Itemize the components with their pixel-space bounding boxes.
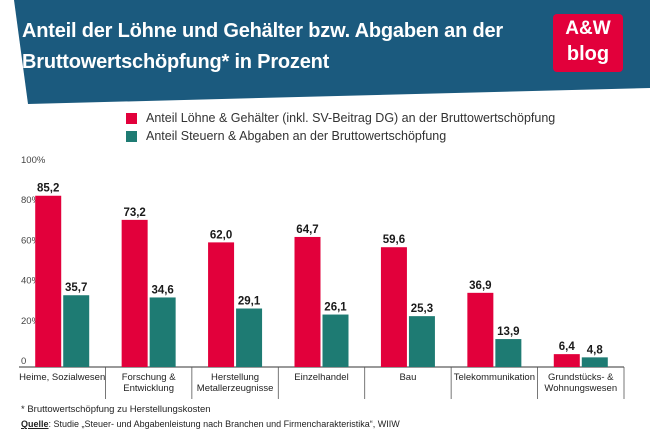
logo-sub-text: blog [566,43,610,65]
source-text: : Studie „Steuer- und Abgabenleistung na… [48,419,400,429]
y-tick-label: 80% [21,195,41,206]
value-label-wages: 59,6 [383,234,405,246]
value-label-taxes: 29,1 [238,296,261,308]
value-label-wages: 85,2 [37,183,59,195]
value-label-wages: 36,9 [469,280,491,292]
value-label-taxes: 4,8 [587,344,604,356]
bar-wages [380,247,407,367]
legend-swatch-wages [126,112,137,124]
chart-title-line-2: Bruttowertschöpfung* in Prozent [22,51,330,73]
y-tick-label: 40% [21,276,41,287]
legend-item-wages: Anteil Löhne & Gehälter (inkl. SV-Beitra… [126,110,555,126]
source-note: Quelle: Studie „Steuer- und Abgabenleist… [21,419,400,429]
value-label-taxes: 34,6 [151,284,173,296]
category-label: Forschung & [122,372,177,383]
bar-wages [35,195,62,367]
value-label-wages: 62,0 [210,229,232,241]
value-label-taxes: 25,3 [411,303,433,315]
category-label: Herstellung [211,372,259,383]
bar-wages [553,354,580,367]
value-label-taxes: 35,7 [65,282,87,294]
legend-swatch-taxes [126,130,137,142]
source-label: Quelle [21,419,49,429]
bar-wages [294,236,321,367]
category-label: Bau [399,372,416,383]
value-label-taxes: 13,9 [497,326,519,338]
category-label: Metallerzeugnisse [197,383,274,394]
value-label-taxes: 26,1 [324,302,347,314]
legend-item-taxes: Anteil Steuern & Abgaben an der Bruttowe… [126,128,446,144]
bar-taxes [408,316,435,367]
bar-chart: 0 20% 40% 60% 80% 100% 85,2 35,7 Heime, Sozialwe… [19,155,625,399]
category-label: Heime, Sozialwesen [19,372,105,383]
bar-taxes [581,357,608,367]
bar-taxes [495,339,522,367]
value-label-wages: 6,4 [559,341,576,353]
y-tick-label: 100% [21,155,46,166]
bar-wages [208,242,235,367]
y-tick-label: 0 [21,356,26,367]
y-tick-label: 60% [21,235,41,246]
category-label: Einzelhandel [294,372,348,383]
legend-label-taxes: Anteil Steuern & Abgaben an der Bruttowe… [146,129,447,143]
category-label: Wohnungswesen [544,383,617,394]
bar-wages [121,219,148,367]
logo-brand-text: A&W [565,18,611,39]
category-label: Telekommunikation [454,372,535,383]
legend-label-wages: Anteil Löhne & Gehälter (inkl. SV-Beitra… [146,111,556,125]
category-label: Grundstücks- & [548,372,614,383]
header-banner [14,0,650,104]
bar-taxes [63,295,90,367]
chart-header: Anteil der Löhne und Gehälter bzw. Abgab… [0,0,650,104]
footnote: * Bruttowertschöpfung zu Herstellungskos… [21,404,211,415]
value-label-wages: 73,2 [123,207,145,219]
bar-taxes [149,297,176,367]
category-label: Entwicklung [123,383,174,394]
bar-wages [467,292,494,367]
chart-title-line-1: Anteil der Löhne und Gehälter bzw. Abgab… [22,20,503,42]
value-label-wages: 64,7 [296,224,318,236]
bar-taxes [322,314,349,367]
aw-blog-logo[interactable]: A&W blog [553,14,623,72]
y-tick-label: 20% [21,316,41,327]
bar-taxes [236,308,263,367]
